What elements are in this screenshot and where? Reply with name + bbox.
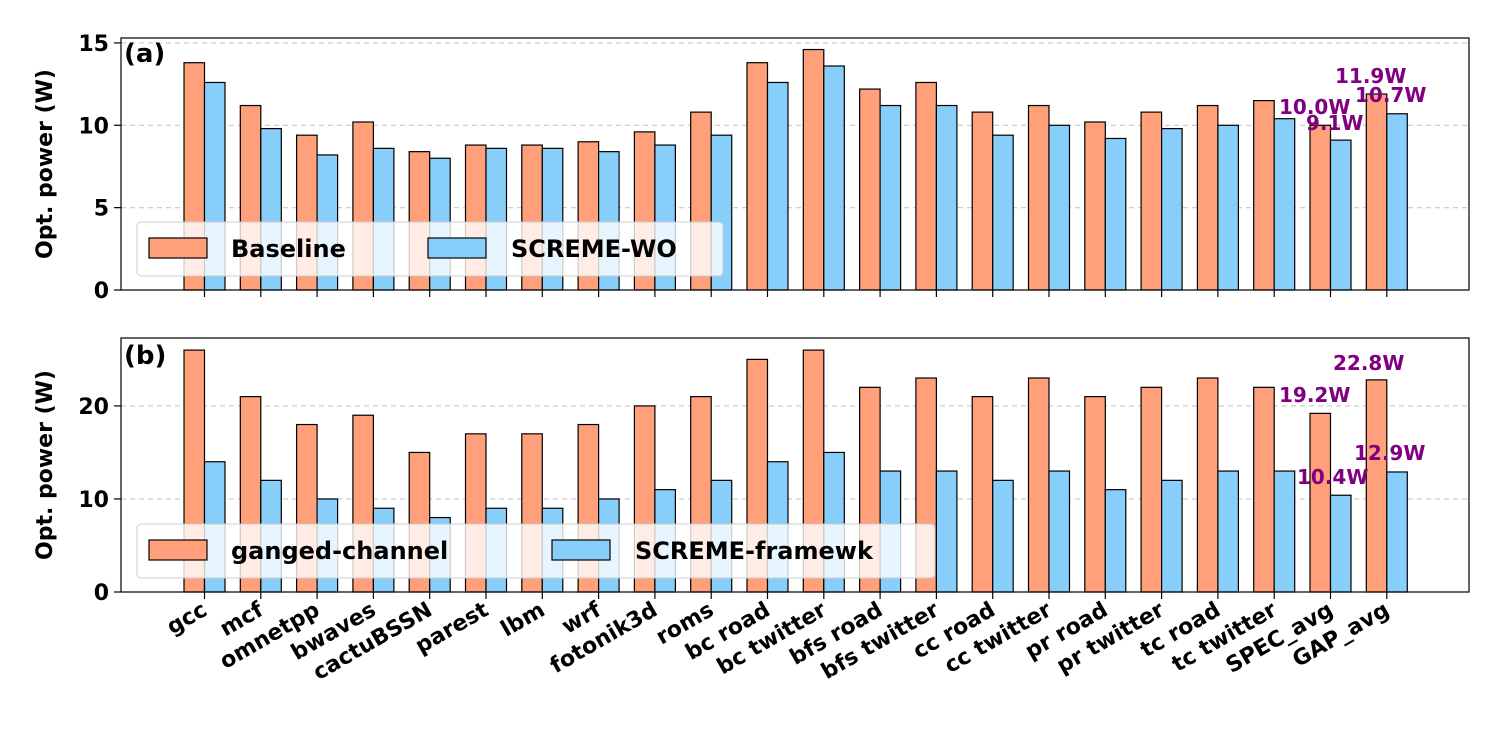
legend-swatch-baseline: [148, 237, 208, 259]
bar-baseline-tc-twitter: [1253, 99, 1275, 291]
panel-b: 0 10 20 gcc mcfomnetppbwavescactuBSSNparest…: [33, 337, 1470, 686]
plot-frame-b: [120, 337, 1470, 593]
bar-screme-wo-pr-road: [1104, 137, 1127, 291]
legend-label-screme-wo: SCREME-WO: [511, 235, 677, 263]
legend-b: ganged-channel SCREME-framewk: [136, 523, 936, 579]
bar-screme-wo-tc-twitter: [1273, 118, 1296, 291]
legend-swatch-screme-wo: [427, 237, 487, 259]
bar-baseline-tc-road: [1196, 104, 1219, 291]
annotation-spec-avg-ganged: 19.2W: [1279, 383, 1350, 407]
bar-baseline-cc-road: [971, 111, 994, 291]
legend-label-baseline: Baseline: [231, 235, 346, 263]
bar-screme-framewk-tc-twitter: [1273, 470, 1296, 593]
bar-baseline-pr-twitter: [1140, 111, 1163, 291]
legend-label-screme-framewk: SCREME-framewk: [635, 537, 874, 565]
bar-screme-wo-bfs-road: [879, 104, 902, 291]
y-ticks-a: 0 5 10 15: [78, 32, 121, 304]
plot-frame-a: [120, 37, 1470, 291]
bar-ganged-channel-gap-avg: [1365, 379, 1388, 593]
bar-screme-wo-bfs-twitter: [935, 104, 958, 291]
annotation-spec-avg-framewk: 10.4W: [1297, 465, 1368, 489]
bar-baseline-cc-twitter: [1027, 104, 1050, 291]
bar-ganged-channel-pr-road: [1084, 396, 1106, 593]
bar-screme-framewk-gap-avg: [1386, 471, 1408, 593]
x-ticks-a: [203, 290, 1388, 297]
bar-screme-wo-cc-road: [992, 134, 1014, 291]
bar-screme-wo-pr-twitter: [1160, 127, 1183, 291]
y-tick-label: 15: [78, 32, 109, 57]
bar-screme-framewk-cc-twitter: [1048, 470, 1071, 593]
x-tick-label-fotonik3d: fotonik3d: [546, 598, 662, 679]
legend-label-ganged-channel: ganged-channel: [231, 537, 448, 565]
bar-screme-framewk-bfs-twitter: [935, 470, 958, 593]
annotation-spec-avg-screme: 9.1W: [1306, 111, 1364, 135]
bar-baseline-bc-twitter: [802, 48, 825, 291]
bar-baseline-bc-road: [746, 62, 769, 291]
bar-baseline-bfs-road: [858, 88, 881, 291]
x-tick-label-lbm: lbm: [497, 598, 550, 643]
bar-screme-wo-bc-road: [766, 81, 789, 291]
panel-label-b: (b): [124, 341, 166, 371]
y-tick-label: 10: [78, 488, 109, 513]
bar-ganged-channel-tc-twitter: [1253, 386, 1275, 593]
legend-swatch-ganged-channel: [148, 539, 208, 561]
bar-baseline-gap-avg: [1365, 93, 1388, 291]
y-tick-label: 10: [78, 114, 109, 139]
bar-ganged-channel-cc-twitter: [1027, 377, 1050, 593]
annotation-gap-avg-baseline: 11.9W: [1335, 64, 1406, 88]
legend-swatch-screme-framewk: [551, 539, 611, 561]
panel-label-a: (a): [124, 39, 165, 69]
bar-ganged-channel-pr-twitter: [1140, 386, 1163, 593]
annotation-gap-avg-framewk: 12.9W: [1354, 441, 1425, 465]
y-tick-label: 20: [78, 395, 109, 420]
bar-ganged-channel-tc-road: [1196, 377, 1219, 593]
y-tick-label: 5: [94, 197, 109, 222]
bar-baseline-bfs-twitter: [915, 81, 938, 291]
bar-screme-framewk-pr-twitter: [1160, 479, 1183, 593]
panel-a: 0 5 10 15 (a) Opt. power (W) Baseline SCREM…: [33, 32, 1470, 304]
bar-ganged-channel-spec-avg: [1309, 412, 1332, 593]
bar-screme-wo-bc-twitter: [823, 65, 845, 291]
legend-a: Baseline SCREME-WO: [136, 221, 724, 277]
annotation-spec-avg-baseline: 10.0W: [1279, 95, 1350, 119]
annotation-gap-avg-screme: 10.7W: [1355, 83, 1426, 107]
bar-screme-framewk-tc-road: [1217, 470, 1240, 593]
y-ticks-b: 0 10 20: [78, 395, 121, 606]
bar-baseline-spec-avg: [1309, 124, 1332, 291]
y-axis-label-a: Opt. power (W): [33, 69, 58, 259]
bar-screme-wo-cc-twitter: [1048, 124, 1071, 291]
x-tick-label-gcc: gcc: [163, 598, 212, 641]
bar-screme-wo-tc-road: [1217, 124, 1240, 291]
bar-screme-wo-spec-avg: [1329, 139, 1352, 291]
bar-screme-framewk-pr-road: [1104, 489, 1127, 593]
bar-screme-framewk-spec-avg: [1329, 494, 1352, 593]
annotation-gap-avg-ganged: 22.8W: [1333, 351, 1404, 375]
y-axis-label-b: Opt. power (W): [33, 370, 58, 560]
y-tick-label: 0: [94, 581, 109, 606]
bar-ganged-channel-cc-road: [971, 396, 994, 593]
bar-screme-wo-gap-avg: [1386, 113, 1408, 291]
bar-baseline-pr-road: [1084, 121, 1106, 291]
y-tick-label: 0: [94, 279, 109, 304]
bar-screme-framewk-cc-road: [992, 479, 1014, 593]
legend-box-b: [136, 523, 936, 579]
